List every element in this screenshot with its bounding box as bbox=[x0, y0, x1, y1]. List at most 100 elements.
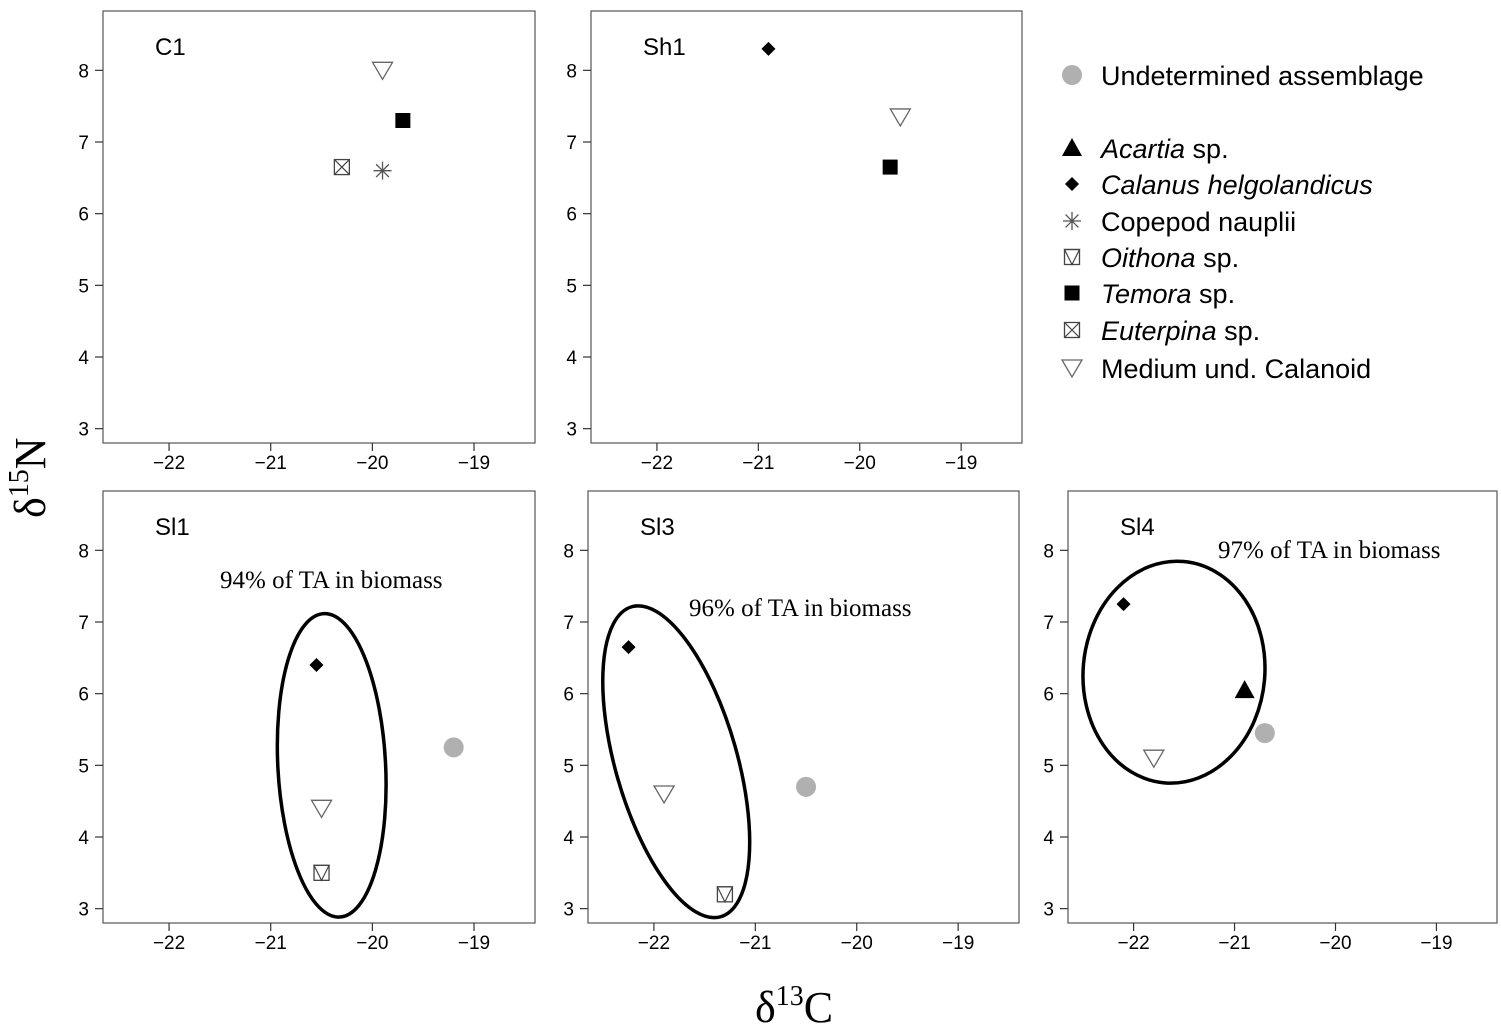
legend-marker-calanus bbox=[1065, 177, 1079, 191]
x-tick-label: −19 bbox=[458, 933, 490, 954]
point-nauplii bbox=[373, 161, 392, 180]
x-tick-label: −21 bbox=[739, 933, 771, 954]
biomass-annotation: 97% of TA in biomass bbox=[1218, 537, 1441, 564]
x-tick-label: −19 bbox=[1420, 933, 1452, 954]
biomass-annotation: 96% of TA in biomass bbox=[689, 595, 912, 622]
panel-frame bbox=[587, 490, 1020, 924]
x-axis-title: δ13C bbox=[755, 981, 833, 1032]
point-calanoid bbox=[889, 108, 912, 128]
panel-frame bbox=[590, 10, 1023, 444]
legend-marker-calanoid bbox=[1060, 359, 1084, 379]
legend-label: Undetermined assemblage bbox=[1101, 61, 1424, 91]
point-oithona bbox=[313, 864, 331, 882]
panel-sl1: 3 4 5 6 7 8 −22 −21 −20 −19 Sl1 94% of TA in biomas… bbox=[78, 490, 536, 954]
legend-label: Oithona sp. bbox=[1101, 243, 1239, 273]
y-tick-label: 4 bbox=[78, 348, 89, 369]
y-tick-label: 4 bbox=[1043, 828, 1054, 849]
y-tick-label: 6 bbox=[563, 685, 574, 706]
x-tick-label: −22 bbox=[1117, 933, 1149, 954]
panel-label: C1 bbox=[155, 34, 186, 61]
x-tick-label: −19 bbox=[458, 453, 490, 474]
y-tick-label: 8 bbox=[78, 61, 89, 82]
y-tick-label: 3 bbox=[78, 420, 89, 441]
y-tick-label: 7 bbox=[78, 133, 89, 154]
y-tick-label: 8 bbox=[1043, 541, 1054, 562]
confidence-ellipse bbox=[601, 604, 752, 920]
y-tick-label: 4 bbox=[563, 828, 574, 849]
point-euterpina bbox=[333, 158, 351, 176]
x-tick-label: −21 bbox=[742, 453, 774, 474]
y-tick-label: 5 bbox=[1043, 756, 1054, 777]
y-tick-label: 7 bbox=[566, 133, 577, 154]
y-tick-label: 3 bbox=[78, 900, 89, 921]
y-tick-label: 5 bbox=[563, 756, 574, 777]
panel-sl4: 3 4 5 6 7 8 −22 −21 −20 −19 Sl4 97% of TA in biomas… bbox=[1043, 490, 1498, 954]
point-undetermined bbox=[443, 737, 464, 758]
panel-sh1: 3 4 5 6 7 8 −22 −21 −20 −19 Sh1 bbox=[566, 10, 1023, 474]
legend-label: Calanus helgolandicus bbox=[1101, 170, 1373, 200]
x-axis-element: C bbox=[804, 983, 833, 1032]
x-tick-label: −19 bbox=[945, 453, 977, 474]
panel-sl3: 3 4 5 6 7 8 −22 −21 −20 −19 Sl3 96% of TA in biomas… bbox=[563, 490, 1020, 954]
panel-frame bbox=[102, 490, 536, 924]
x-tick-label: −20 bbox=[356, 453, 388, 474]
panel-label: Sl3 bbox=[640, 514, 675, 541]
point-calanus bbox=[1116, 597, 1131, 612]
legend-item-nauplii: Copepod nauplii bbox=[1063, 207, 1296, 237]
point-acartia bbox=[1234, 680, 1255, 699]
y-tick-label: 6 bbox=[1043, 685, 1054, 706]
legend-item-oithona: Oithona sp. bbox=[1063, 243, 1239, 273]
point-calanus bbox=[761, 41, 776, 56]
legend-item-calanus: Calanus helgolandicus bbox=[1065, 170, 1373, 200]
y-axis-symbol: δ bbox=[6, 497, 55, 518]
legend-item-acartia: Acartia sp. bbox=[1062, 134, 1229, 164]
legend-label: Euterpina sp. bbox=[1101, 316, 1260, 346]
legend-marker-undetermined bbox=[1062, 65, 1082, 85]
y-tick-label: 4 bbox=[566, 348, 577, 369]
legend-label: Medium und. Calanoid bbox=[1101, 354, 1371, 384]
legend-marker-oithona bbox=[1063, 248, 1081, 266]
panel-label: Sh1 bbox=[643, 34, 686, 61]
x-tick-label: −20 bbox=[844, 453, 876, 474]
panels-group: 3 4 5 6 7 8 −22 −21 −20 −19 C1 3 4 5 6 7 8 −22 −21 −20 −19 Sh… bbox=[78, 10, 1498, 954]
legend: Undetermined assemblage Acartia sp. Calanu… bbox=[1060, 61, 1424, 384]
point-calanus bbox=[309, 658, 324, 672]
y-axis-title: δ15N bbox=[4, 437, 55, 518]
confidence-ellipse bbox=[275, 611, 388, 919]
y-tick-label: 4 bbox=[78, 828, 89, 849]
x-axis-symbol: δ bbox=[755, 983, 776, 1032]
legend-marker-nauplii bbox=[1063, 212, 1081, 230]
x-tick-label: −20 bbox=[356, 933, 388, 954]
legend-label: Temora sp. bbox=[1101, 279, 1235, 309]
panel-frame bbox=[102, 10, 536, 444]
x-tick-label: −19 bbox=[942, 933, 974, 954]
point-temora bbox=[395, 113, 411, 128]
point-calanoid bbox=[1142, 749, 1165, 769]
y-tick-label: 5 bbox=[566, 276, 577, 297]
y-axis-superscript: 15 bbox=[4, 469, 35, 497]
legend-item-undetermined: Undetermined assemblage bbox=[1062, 61, 1424, 91]
y-tick-label: 5 bbox=[78, 276, 89, 297]
legend-item-calanoid: Medium und. Calanoid bbox=[1060, 354, 1371, 384]
y-tick-label: 8 bbox=[563, 541, 574, 562]
legend-marker-temora bbox=[1064, 285, 1080, 301]
point-calanoid bbox=[310, 799, 333, 819]
panel-frame bbox=[1067, 490, 1498, 924]
x-tick-label: −21 bbox=[1218, 933, 1250, 954]
x-tick-label: −22 bbox=[638, 933, 670, 954]
y-tick-label: 7 bbox=[78, 613, 89, 634]
confidence-ellipse bbox=[1081, 559, 1267, 785]
y-axis-element: N bbox=[6, 437, 55, 469]
y-tick-label: 3 bbox=[1043, 900, 1054, 921]
panel-label: Sl4 bbox=[1120, 514, 1155, 541]
biomass-annotation: 94% of TA in biomass bbox=[220, 567, 443, 594]
panel-c1: 3 4 5 6 7 8 −22 −21 −20 −19 C1 bbox=[78, 10, 536, 474]
point-calanoid bbox=[371, 61, 394, 81]
y-tick-label: 3 bbox=[566, 420, 577, 441]
y-tick-label: 7 bbox=[563, 613, 574, 634]
legend-item-euterpina: Euterpina sp. bbox=[1063, 316, 1260, 346]
legend-label: Copepod nauplii bbox=[1101, 207, 1296, 237]
x-axis-superscript: 13 bbox=[776, 981, 804, 1012]
legend-marker-acartia bbox=[1062, 138, 1082, 156]
